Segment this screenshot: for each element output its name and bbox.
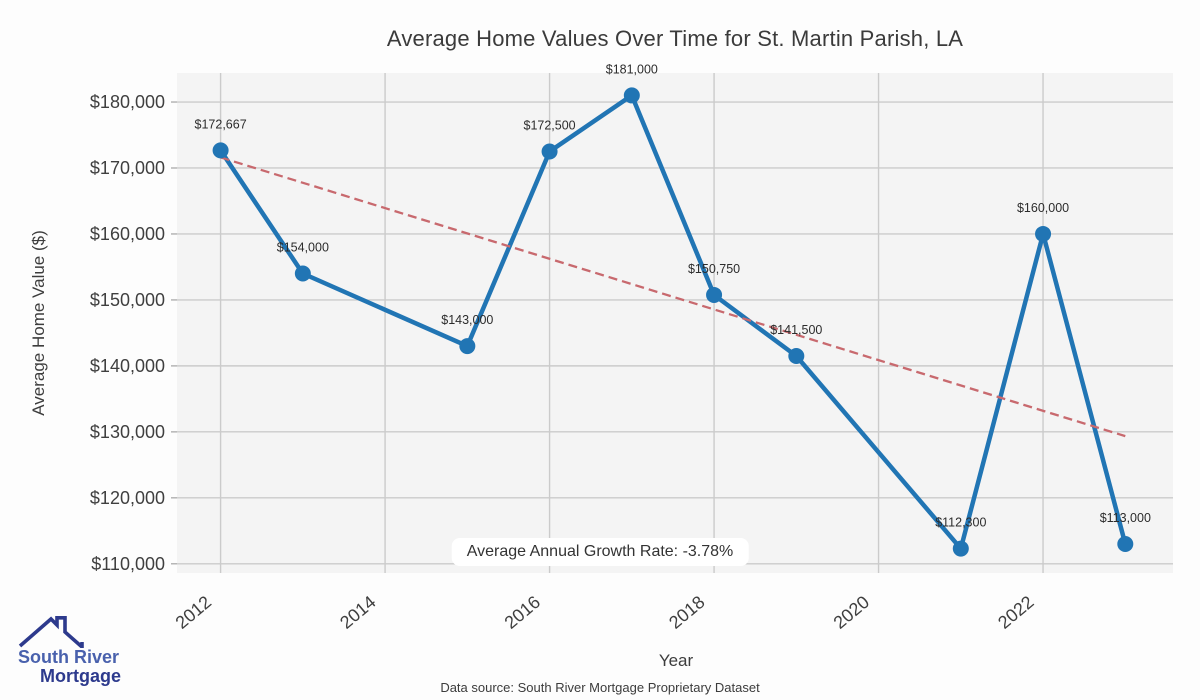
- data-point: [541, 143, 558, 160]
- data-point-label: $141,500: [770, 323, 822, 337]
- data-point: [212, 142, 229, 159]
- logo-text-mortgage: Mortgage: [40, 666, 121, 686]
- data-point: [788, 347, 805, 364]
- y-axis-title: Average Home Value ($): [29, 230, 48, 416]
- x-tick-label: 2012: [172, 592, 216, 633]
- y-tick-label: $130,000: [90, 422, 165, 442]
- data-point: [623, 87, 640, 104]
- trend-line: [220, 156, 1126, 438]
- logo-text-south-river: South River: [18, 647, 120, 667]
- y-tick-label: $180,000: [90, 92, 165, 112]
- data-point-label: $150,750: [688, 262, 740, 276]
- data-point-label: $172,500: [524, 118, 576, 132]
- x-tick-label: 2016: [501, 592, 545, 633]
- data-source-note: Data source: South River Mortgage Propri…: [440, 680, 760, 695]
- y-tick-label: $160,000: [90, 224, 165, 244]
- data-point-label: $112,300: [935, 516, 986, 530]
- data-point-label: $172,667: [195, 117, 247, 131]
- y-tick-label: $110,000: [91, 554, 165, 574]
- data-point: [952, 540, 969, 557]
- house-roof-icon: [18, 616, 148, 648]
- x-tick-label: 2022: [994, 592, 1038, 633]
- y-tick-label: $170,000: [90, 158, 165, 178]
- plot-background: [177, 73, 1173, 573]
- data-point: [1117, 535, 1134, 552]
- data-point-label: $160,000: [1017, 201, 1069, 215]
- y-tick-label: $120,000: [90, 488, 165, 508]
- chart-title: Average Home Values Over Time for St. Ma…: [386, 26, 964, 51]
- data-point-label: $113,000: [1100, 511, 1151, 525]
- data-point-label: $154,000: [277, 241, 329, 255]
- x-axis-title: Year: [658, 651, 694, 670]
- data-point-label: $143,000: [441, 313, 493, 327]
- data-point: [1035, 225, 1052, 242]
- home-value-line: [218, 93, 1128, 551]
- company-logo: South River Mortgage: [18, 616, 148, 686]
- growth-rate-annotation: Average Annual Growth Rate: -3.78%: [451, 538, 749, 566]
- data-point: [294, 265, 311, 282]
- data-point: [459, 338, 476, 355]
- x-tick-label: 2020: [830, 592, 874, 633]
- y-tick-label: $140,000: [90, 356, 165, 376]
- y-tick-label: $150,000: [90, 290, 165, 310]
- data-point: [706, 286, 723, 303]
- x-tick-label: 2014: [336, 592, 380, 633]
- data-point-label: $181,000: [606, 62, 658, 76]
- x-tick-label: 2018: [665, 592, 709, 633]
